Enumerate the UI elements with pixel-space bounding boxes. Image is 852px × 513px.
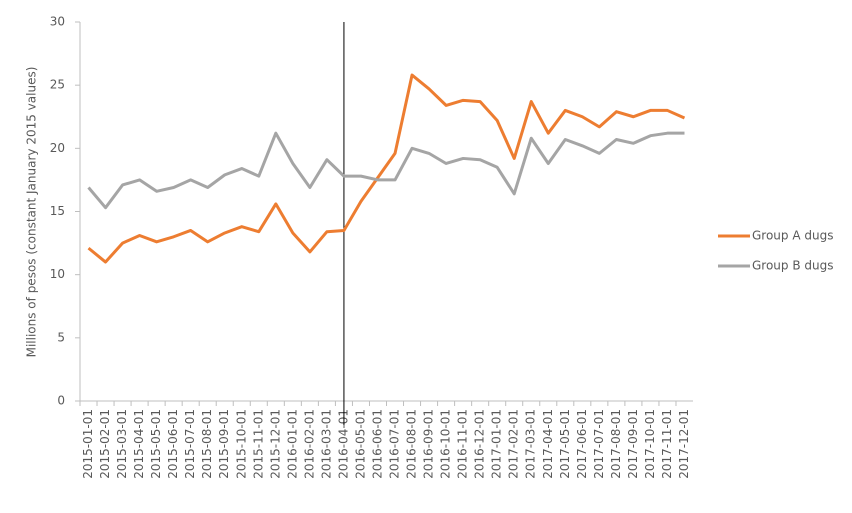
x-tick-label: 2017-01-01 — [490, 409, 504, 479]
y-tick-label: 25 — [50, 78, 65, 92]
x-tick-label: 2015-07-01 — [183, 409, 197, 479]
y-tick-label: 30 — [50, 15, 65, 29]
x-tick-label: 2015-10-01 — [234, 409, 248, 479]
x-tick-label: 2015-02-01 — [98, 409, 112, 479]
x-tick-label: 2017-12-01 — [677, 409, 691, 479]
x-tick-label: 2016-03-01 — [319, 409, 333, 479]
x-tick-label: 2015-09-01 — [217, 409, 231, 479]
x-tick-label: 2015-03-01 — [115, 409, 129, 479]
x-tick-label: 2016-08-01 — [405, 409, 419, 479]
x-tick-label: 2017-02-01 — [507, 409, 521, 479]
x-tick-label: 2015-12-01 — [268, 409, 282, 479]
x-tick-label: 2015-01-01 — [81, 409, 95, 479]
line-series — [87, 131, 685, 210]
legend-label: Group B dugs — [752, 259, 834, 273]
y-tick-label: 10 — [50, 267, 65, 281]
line-series — [87, 73, 686, 264]
x-tick-label: 2017-03-01 — [524, 409, 538, 479]
x-tick-label: 2017-10-01 — [643, 409, 657, 479]
x-tick-label: 2017-04-01 — [541, 409, 555, 479]
x-tick-label: 2016-11-01 — [456, 409, 470, 479]
x-tick-label: 2015-04-01 — [132, 409, 146, 479]
x-tick-label: 2016-10-01 — [439, 409, 453, 479]
x-tick-label: 2015-06-01 — [166, 409, 180, 479]
x-tick-label: 2017-11-01 — [660, 409, 674, 479]
x-tick-label: 2017-07-01 — [592, 409, 606, 479]
x-tick-label: 2015-11-01 — [251, 409, 265, 479]
x-tick-label: 2017-05-01 — [558, 409, 572, 479]
y-tick-label: 20 — [50, 141, 65, 155]
x-tick-label: 2016-09-01 — [422, 409, 436, 479]
x-tick-label: 2017-08-01 — [609, 409, 623, 479]
y-axis-title: Millions of pesos (constant January 2015… — [25, 67, 39, 358]
y-tick-label: 0 — [57, 394, 65, 408]
x-tick-label: 2017-09-01 — [626, 409, 640, 479]
x-tick-label: 2016-04-01 — [336, 409, 350, 479]
y-tick-label: 5 — [57, 330, 65, 344]
x-tick-label: 2015-08-01 — [200, 409, 214, 479]
x-tick-label: 2016-05-01 — [353, 409, 367, 479]
legend-label: Group A dugs — [752, 229, 833, 243]
x-tick-label: 2016-02-01 — [302, 409, 316, 479]
x-tick-label: 2016-01-01 — [285, 409, 299, 479]
x-tick-label: 2016-12-01 — [473, 409, 487, 479]
x-tick-label: 2015-05-01 — [149, 409, 163, 479]
x-tick-label: 2017-06-01 — [575, 409, 589, 479]
y-tick-label: 15 — [50, 204, 65, 218]
x-tick-label: 2016-06-01 — [370, 409, 384, 479]
x-tick-label: 2016-07-01 — [388, 409, 402, 479]
